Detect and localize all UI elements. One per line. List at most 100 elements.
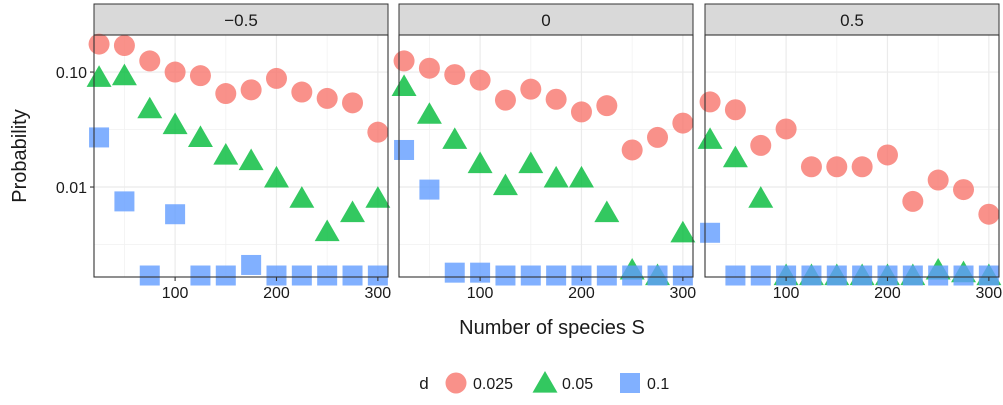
data-point	[826, 265, 847, 286]
legend-title: d	[419, 374, 428, 393]
panel-background	[705, 35, 999, 277]
data-point	[570, 101, 592, 123]
data-point	[902, 190, 924, 212]
data-point	[776, 265, 797, 286]
data-point	[543, 165, 569, 188]
series-0.025	[393, 50, 694, 161]
data-point	[647, 265, 668, 286]
data-point	[291, 265, 312, 286]
data-point	[469, 69, 491, 91]
legend: d 0.025 0.05 0.1	[419, 371, 669, 394]
data-point	[672, 265, 693, 286]
data-point	[750, 134, 772, 156]
y-axis-title: Probability	[9, 109, 31, 202]
data-point	[393, 50, 415, 72]
data-point	[978, 203, 1000, 225]
data-point	[139, 265, 160, 286]
panel-border	[93, 34, 389, 278]
data-point	[647, 126, 669, 148]
data-point	[800, 156, 822, 178]
panel-strip-label: −0.5	[224, 11, 258, 30]
data-point	[394, 139, 415, 160]
panel-2: 0.5 100 200 300	[697, 3, 1002, 302]
data-point	[622, 265, 643, 286]
data-point	[416, 102, 442, 124]
data-point	[801, 265, 822, 286]
panel-strip	[398, 3, 694, 36]
panel-border	[398, 34, 694, 278]
legend-key	[445, 372, 467, 394]
panel-border	[704, 34, 1000, 278]
data-point	[266, 265, 287, 286]
data-point	[978, 265, 999, 286]
y-axis-ticks: 0.01 0.10	[56, 65, 94, 197]
series-0.025	[699, 91, 1000, 225]
data-point	[902, 265, 923, 286]
legend-entry-0.025: 0.025	[445, 372, 513, 394]
data-point	[265, 67, 287, 89]
data-point	[187, 125, 213, 148]
data-point	[289, 186, 315, 208]
data-point	[314, 219, 340, 242]
data-point	[342, 265, 363, 286]
data-point	[215, 265, 236, 286]
data-point	[113, 35, 135, 57]
data-point	[444, 262, 465, 283]
data-point	[367, 121, 389, 143]
data-point	[238, 148, 264, 171]
data-point	[215, 83, 237, 105]
data-point	[953, 265, 974, 286]
data-point	[391, 74, 417, 97]
data-point	[137, 96, 163, 119]
data-point	[596, 95, 618, 117]
data-point	[470, 262, 491, 283]
data-point	[442, 127, 468, 149]
panel-background	[94, 35, 388, 277]
x-axis-title: Number of species S	[459, 317, 645, 339]
data-point	[518, 151, 544, 174]
data-point	[621, 139, 643, 161]
x-tick-label: 300	[670, 285, 697, 302]
data-point	[927, 169, 949, 191]
data-point	[725, 265, 746, 286]
data-point	[291, 81, 313, 103]
data-point	[189, 65, 211, 87]
data-point	[165, 204, 186, 225]
data-point	[851, 156, 873, 178]
data-point	[418, 57, 440, 79]
data-point	[699, 91, 721, 113]
data-point	[775, 118, 797, 140]
data-point	[89, 127, 110, 148]
data-point	[877, 265, 898, 286]
data-point	[467, 151, 493, 174]
data-point	[111, 63, 137, 86]
data-point	[367, 265, 388, 286]
data-point	[264, 165, 289, 188]
data-point	[724, 99, 746, 121]
data-point	[826, 156, 848, 178]
data-point	[444, 64, 466, 86]
panel-0: −0.5 100 200 300	[86, 3, 391, 302]
data-point	[670, 220, 696, 243]
legend-label: 0.1	[647, 376, 669, 393]
data-point	[114, 191, 135, 212]
panel-strip	[704, 3, 1000, 36]
data-point	[419, 179, 440, 200]
data-point	[928, 265, 949, 286]
panel-strip	[93, 3, 389, 36]
data-point	[953, 179, 975, 201]
data-point	[520, 265, 541, 286]
data-point	[340, 200, 365, 223]
data-point	[700, 222, 721, 243]
data-point	[190, 265, 211, 286]
panel-strip-label: 0	[541, 11, 550, 30]
series-0.05	[86, 63, 391, 242]
data-point	[213, 142, 239, 165]
series-0.025	[88, 33, 389, 143]
data-point	[240, 79, 262, 101]
x-tick-label: 200	[568, 285, 595, 302]
x-tick-label: 100	[773, 285, 800, 302]
series-0.1	[700, 222, 999, 286]
legend-entry-0.1: 0.1	[620, 373, 669, 393]
